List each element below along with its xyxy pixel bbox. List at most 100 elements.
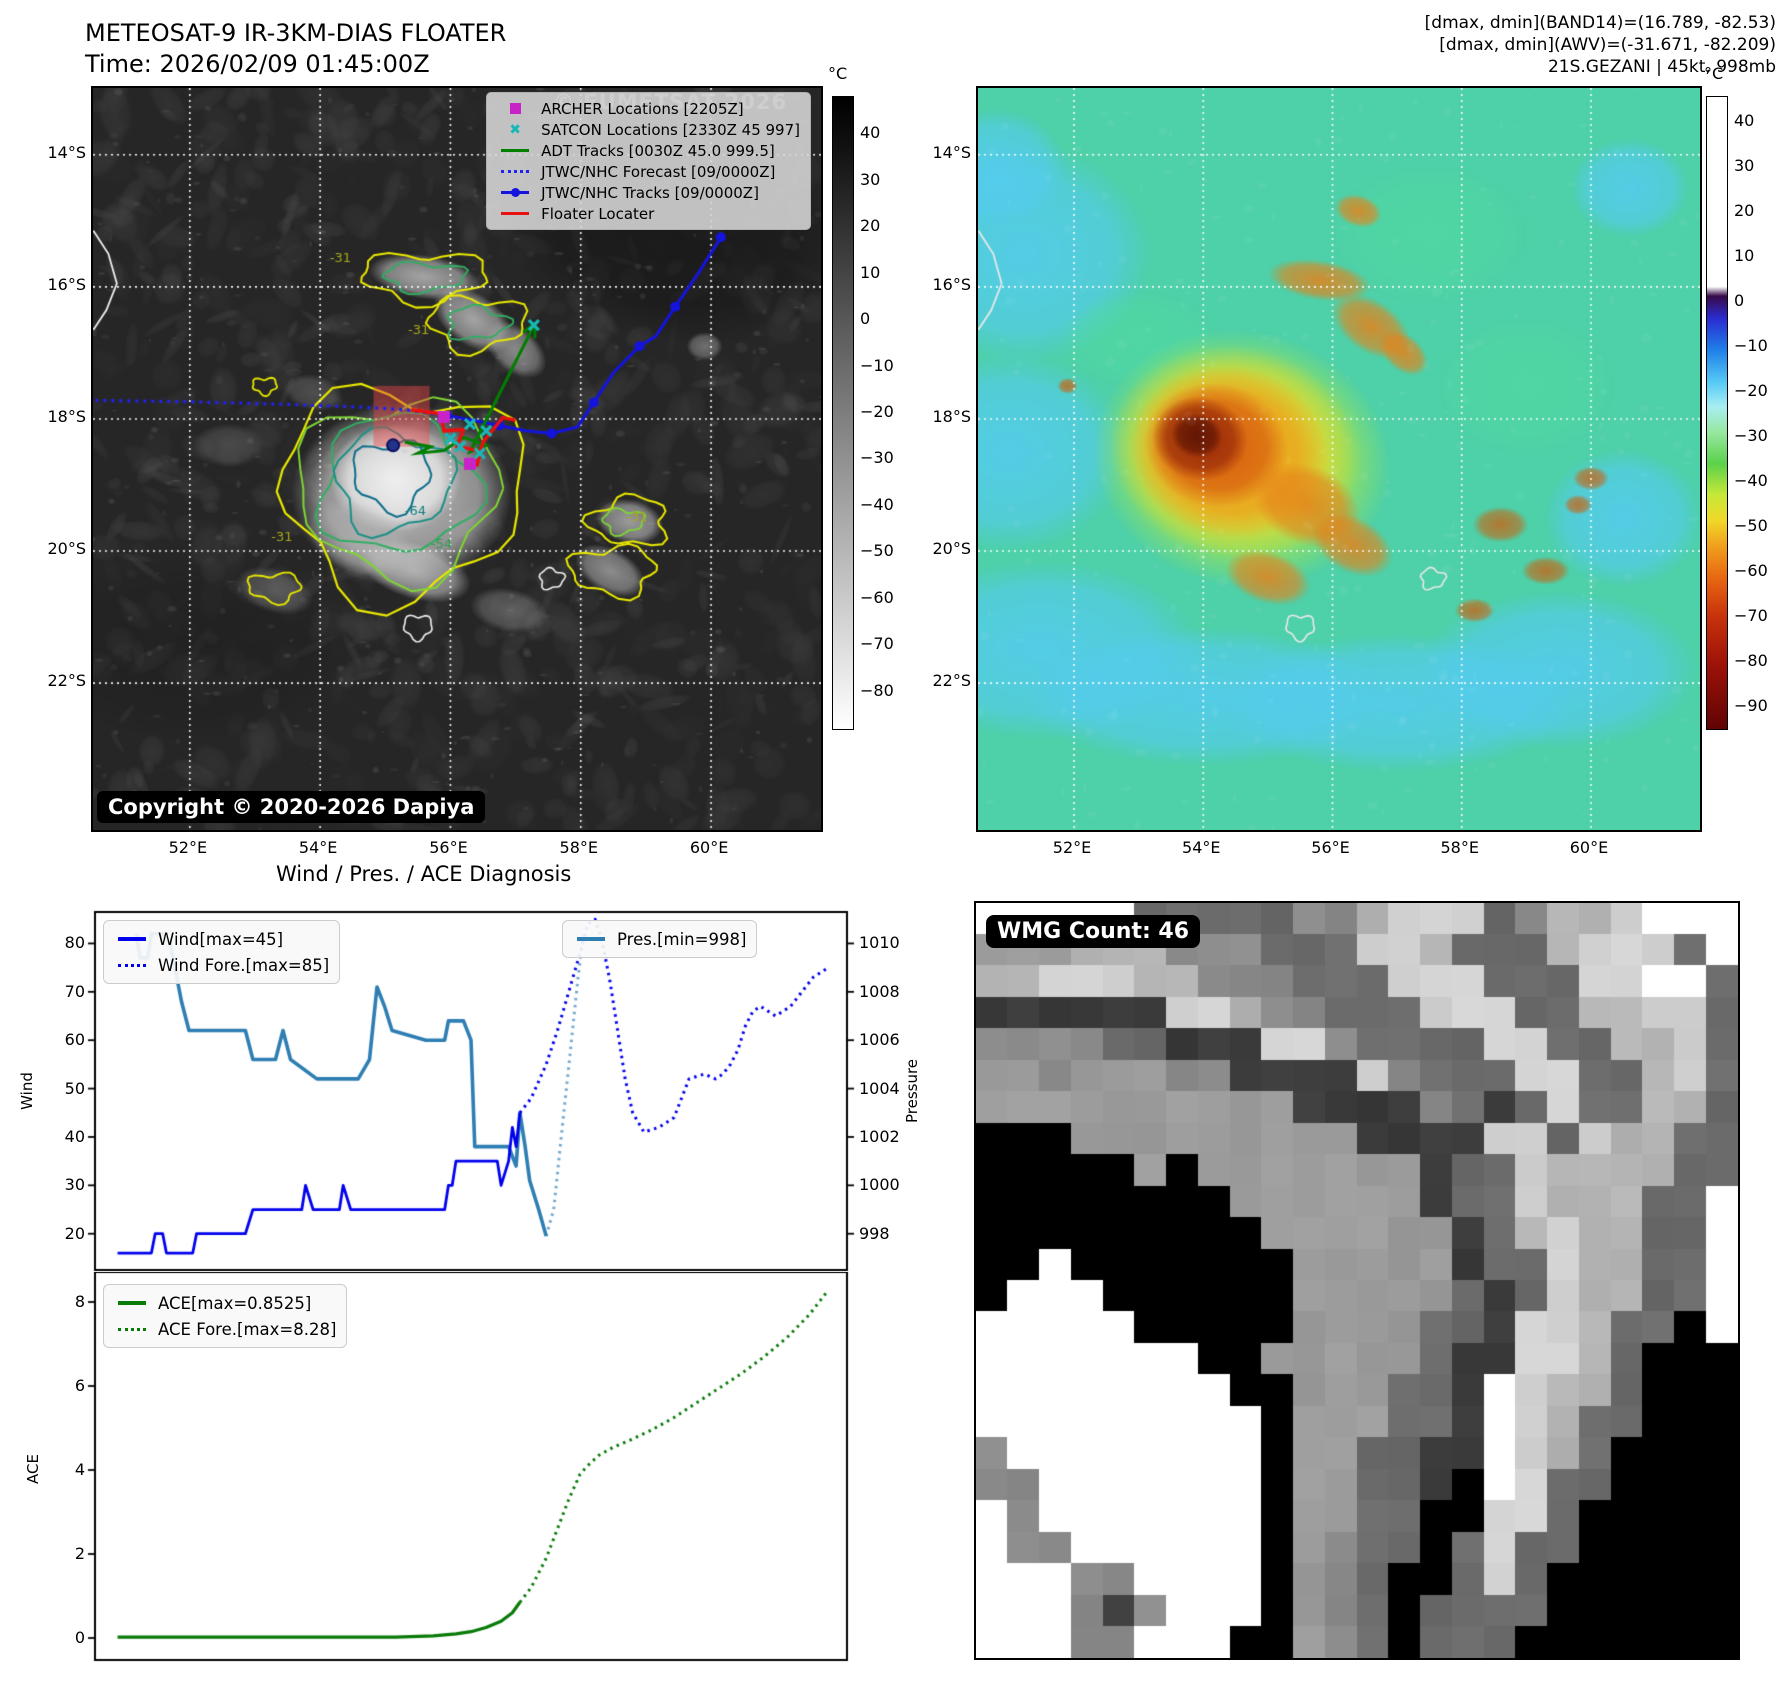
ace-legend: ACE[max=0.8525] ACE Fore.[max=8.28] <box>103 1284 348 1348</box>
lat-tick-label: 20°S <box>932 539 971 558</box>
pressure-tick-label: 1006 <box>859 1030 900 1050</box>
colorbar-tick-label: −90 <box>1734 695 1768 715</box>
timestamp: Time: 2026/02/09 01:45:00Z <box>85 50 430 78</box>
left-colorbar <box>832 96 854 730</box>
map-legend-label: Floater Locater <box>541 204 655 223</box>
lon-tick-label: 60°E <box>1569 838 1609 857</box>
enhanced-ir-canvas <box>978 88 1700 830</box>
map-legend-item: Floater Locater <box>497 203 800 224</box>
adt-line-icon <box>497 149 533 152</box>
lat-tick-label: 16°S <box>47 274 86 294</box>
wind-tick-label: 60 <box>64 1030 85 1050</box>
left-colorbar-title: °C <box>828 64 848 83</box>
colorbar-tick-label: −60 <box>860 587 894 607</box>
solid-line-icon <box>114 937 150 941</box>
pres-legend-item: Pres.[min=998] <box>573 926 746 952</box>
lon-tick-label: 54°E <box>1182 838 1221 857</box>
map-legend-item: JTWC/NHC Forecast [09/0000Z] <box>497 161 800 182</box>
map-legend-item: JTWC/NHC Tracks [09/0000Z] <box>497 182 800 203</box>
lon-tick-label: 58°E <box>559 838 598 857</box>
colorbar-tick-label: −20 <box>860 402 894 421</box>
pressure-tick-label: 998 <box>859 1223 890 1243</box>
colorbar-tick-label: −60 <box>1734 560 1768 580</box>
lat-tick-label: 16°S <box>932 274 971 294</box>
pressure-tick-label: 1002 <box>859 1126 900 1146</box>
map-legend-label: ARCHER Locations [2205Z] <box>541 99 744 118</box>
wind-legend-item: Wind[max=45] <box>114 926 329 952</box>
wind-tick-label: 80 <box>64 933 85 953</box>
floater-line-icon <box>497 212 533 215</box>
lat-tick-label: 22°S <box>47 671 86 691</box>
lat-tick-label: 22°S <box>932 671 971 691</box>
colorbar-tick-label: 20 <box>860 216 881 236</box>
map-legend-label: SATCON Locations [2330Z 45 997] <box>541 120 800 139</box>
wind-tick-label: 30 <box>64 1175 85 1195</box>
wind-axis-label: Wind <box>17 1072 36 1110</box>
lon-tick-label: 52°E <box>1052 838 1092 857</box>
archer-square-icon <box>497 103 533 114</box>
pressure-tick-label: 1000 <box>859 1175 900 1195</box>
colorbar-tick-label: 30 <box>860 169 881 189</box>
wind-tick-label: 40 <box>64 1126 85 1146</box>
map-legend-item: ARCHER Locations [2205Z] <box>497 98 800 119</box>
pres-legend-label: Pres.[min=998] <box>617 929 747 949</box>
ace-tick-label: 0 <box>74 1628 85 1647</box>
ace-legend-label: ACE Fore.[max=8.28] <box>158 1319 337 1339</box>
colorbar-tick-label: 10 <box>860 262 881 282</box>
colorbar-tick-label: 40 <box>1734 111 1755 131</box>
colorbar-tick-label: 0 <box>860 309 871 329</box>
map-legend-item: ✖ SATCON Locations [2330Z 45 997] <box>497 119 800 140</box>
colorbar-tick-label: −80 <box>860 680 894 700</box>
pressure-tick-label: 1004 <box>859 1078 900 1098</box>
wind-legend-item: Wind Fore.[max=85] <box>114 952 329 978</box>
chart-title: Wind / Pres. / ACE Diagnosis <box>276 862 572 886</box>
pressure-tick-label: 1008 <box>859 981 900 1001</box>
colorbar-tick-label: −20 <box>1734 381 1768 401</box>
colorbar-tick-label: −70 <box>1734 605 1768 625</box>
lat-tick-label: 18°S <box>47 406 86 426</box>
right-colorbar-title: °C <box>1704 64 1724 83</box>
solid-line-icon <box>114 1301 150 1305</box>
ace-legend-item: ACE Fore.[max=8.28] <box>114 1316 336 1342</box>
ace-tick-label: 6 <box>74 1376 85 1395</box>
track-line-dot-icon <box>497 188 533 197</box>
colorbar-tick-label: 20 <box>1734 201 1755 221</box>
colorbar-tick-label: 30 <box>1734 156 1755 176</box>
satcon-x-icon: ✖ <box>509 121 521 138</box>
ace-legend-label: ACE[max=0.8525] <box>158 1293 312 1313</box>
solid-line-icon <box>573 937 609 941</box>
satellite-title: METEOSAT-9 IR-3KM-DIAS FLOATER <box>85 19 507 47</box>
lon-tick-label: 58°E <box>1440 838 1479 857</box>
storm-info: [dmax, dmin](BAND14)=(16.789, -82.53) [d… <box>1425 12 1776 78</box>
lon-tick-label: 52°E <box>168 838 208 857</box>
pressure-axis-label: Pressure <box>903 1058 922 1124</box>
dotted-line-icon <box>114 1327 150 1331</box>
colorbar-tick-label: −80 <box>1734 650 1768 670</box>
wmg-count-badge: WMG Count: 46 <box>986 915 1201 948</box>
awv-range: [dmax, dmin](AWV)=(-31.671, -82.209) <box>1439 35 1776 55</box>
lon-tick-label: 56°E <box>429 838 468 857</box>
map-legend: ARCHER Locations [2205Z] ✖ SATCON Location… <box>486 92 811 230</box>
pressure-tick-label: 1010 <box>859 933 900 953</box>
colorbar-tick-label: −70 <box>860 634 894 654</box>
ir-map-panel: © EUMETSAT 2026 ARCHER Locations [2205Z]… <box>91 86 823 832</box>
lat-tick-label: 14°S <box>47 142 86 162</box>
colorbar-tick-label: 40 <box>860 123 881 143</box>
ace-tick-label: 4 <box>74 1460 85 1479</box>
ace-tick-label: 2 <box>74 1544 85 1563</box>
wind-tick-label: 70 <box>64 981 85 1001</box>
map-legend-item: ADT Tracks [0030Z 45.0 999.5] <box>497 140 800 161</box>
colorbar-tick-label: −30 <box>860 448 894 468</box>
page-title: METEOSAT-9 IR-3KM-DIAS FLOATER Time: 202… <box>85 18 506 80</box>
lat-tick-label: 14°S <box>932 142 971 162</box>
enhanced-ir-panel <box>976 86 1702 832</box>
colorbar-tick-label: −10 <box>860 355 894 375</box>
dotted-line-icon <box>114 963 150 967</box>
ace-legend-item: ACE[max=0.8525] <box>114 1290 336 1316</box>
band14-range: [dmax, dmin](BAND14)=(16.789, -82.53) <box>1424 13 1776 33</box>
colorbar-tick-label: −40 <box>860 494 894 514</box>
forecast-dotted-icon <box>497 170 533 173</box>
map-legend-label: JTWC/NHC Tracks [09/0000Z] <box>541 183 759 202</box>
wmg-panel <box>974 901 1740 1660</box>
